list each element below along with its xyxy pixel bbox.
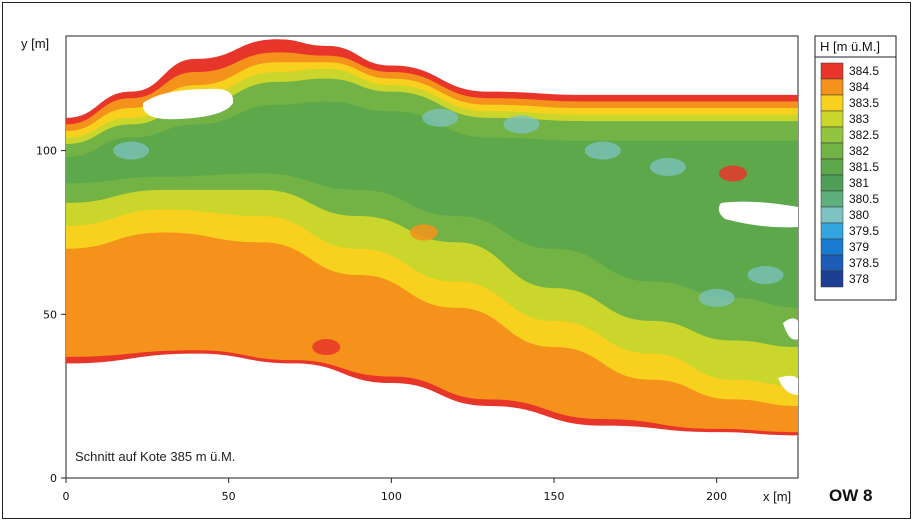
legend-swatch <box>820 270 844 288</box>
legend-swatch <box>820 142 844 160</box>
low-spot-5 <box>698 288 735 307</box>
low-spot-6 <box>747 266 784 285</box>
low-spot-1 <box>422 108 459 127</box>
axes: 0 50 100 150 200 0 50 100 <box>36 145 727 503</box>
legend-swatch <box>820 126 844 144</box>
low-spot-3 <box>584 141 621 160</box>
high-spot-2 <box>312 339 341 356</box>
y-tick-label: 100 <box>36 145 57 158</box>
x-tick-label: 150 <box>544 490 565 503</box>
legend-title: H [m ü.M.] <box>820 39 880 54</box>
legend-items: 384.5 384 383.5 383 382.5 382 381.5 381 380.5 380… <box>820 62 879 288</box>
legend-swatch <box>820 222 844 240</box>
legend-label: 381 <box>849 176 869 190</box>
legend: H [m ü.M.] 384.5 384 383.5 383 382.5 382 381.5… <box>814 35 897 301</box>
high-spot-1 <box>718 165 747 182</box>
legend-swatch <box>820 238 844 256</box>
chart-svg: 0 50 100 150 200 0 50 100 y [m] x [m] Schnitt a… <box>21 35 897 505</box>
contour-spots <box>113 108 784 356</box>
legend-swatch <box>820 158 844 176</box>
legend-swatch <box>820 174 844 192</box>
legend-swatch <box>820 206 844 224</box>
island-small-2 <box>778 375 798 395</box>
legend-label: 382 <box>849 144 869 158</box>
x-axis-label: x [m] <box>763 489 791 504</box>
island-small-1 <box>783 318 798 340</box>
legend-label: 384 <box>849 80 869 94</box>
legend-label: 379.5 <box>849 224 879 238</box>
legend-label: 382.5 <box>849 128 879 142</box>
legend-label: 380 <box>849 208 869 222</box>
legend-label: 379 <box>849 240 869 254</box>
legend-swatch <box>820 110 844 128</box>
island-right <box>718 201 798 228</box>
legend-swatch <box>820 190 844 208</box>
legend-label: 381.5 <box>849 160 879 174</box>
dry-islands <box>142 88 798 395</box>
legend-swatch <box>820 254 844 272</box>
legend-label: 378.5 <box>849 256 879 270</box>
y-tick-label: 50 <box>43 308 57 321</box>
legend-swatch <box>820 78 844 96</box>
low-spot-2 <box>503 115 540 134</box>
y-axis-label: y [m] <box>21 36 49 51</box>
legend-label: 383 <box>849 112 869 126</box>
x-tick-label: 100 <box>381 490 402 503</box>
legend-label: 384.5 <box>849 64 879 78</box>
legend-label: 380.5 <box>849 192 879 206</box>
high-spot-0 <box>409 224 438 241</box>
legend-swatch <box>820 94 844 112</box>
x-tick-label: 200 <box>706 490 727 503</box>
figure-code: OW 8 <box>829 486 872 505</box>
legend-label: 383.5 <box>849 96 879 110</box>
legend-label: 378 <box>849 272 869 286</box>
y-tick-label: 0 <box>50 472 57 485</box>
low-spot-4 <box>649 157 686 176</box>
legend-swatch <box>820 62 844 80</box>
x-tick-label: 50 <box>222 490 236 503</box>
x-tick-label: 0 <box>63 490 70 503</box>
low-spot-0 <box>113 141 150 160</box>
island-upper-left <box>142 88 234 120</box>
section-annotation: Schnitt auf Kote 385 m ü.M. <box>75 449 235 464</box>
